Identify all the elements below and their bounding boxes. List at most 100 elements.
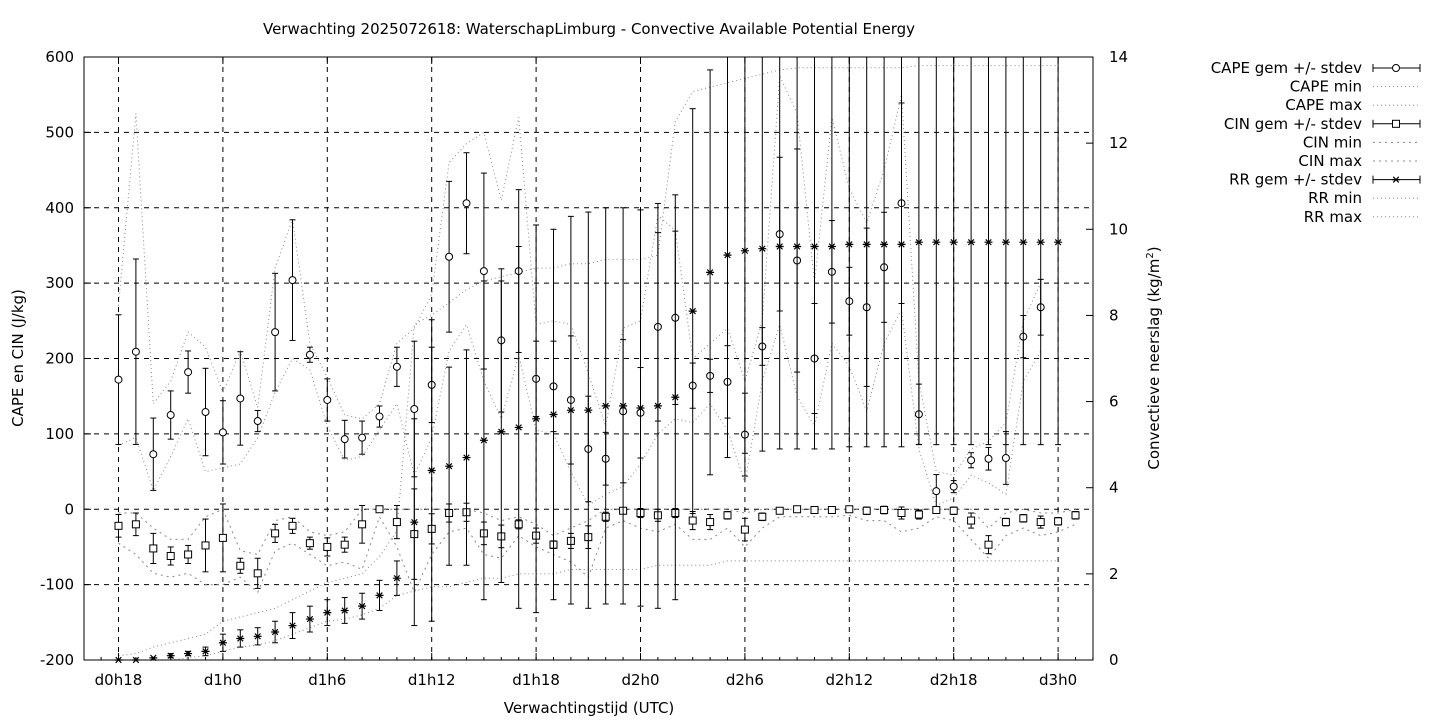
x-tick-label: d1h18	[512, 671, 560, 689]
data-point	[462, 199, 471, 208]
data-point	[305, 615, 314, 623]
y2-axis-label-sup: 2	[1145, 252, 1156, 258]
data-point	[358, 433, 367, 442]
data-point	[410, 405, 419, 414]
y-axis-label: CAPE en CIN (J/kg)	[9, 289, 27, 427]
data-point	[253, 569, 262, 578]
data-point	[914, 510, 923, 519]
series-line-cape-max	[118, 75, 1042, 476]
x-tick-label: d2h12	[825, 671, 873, 689]
x-axis-label: Verwachtingstijd (UTC)	[504, 699, 675, 717]
data-point	[114, 521, 123, 530]
data-point	[845, 505, 854, 514]
data-point	[149, 544, 158, 553]
data-point	[479, 267, 488, 276]
data-point	[636, 404, 645, 412]
y2-tick-label: 12	[1109, 134, 1128, 152]
data-point	[445, 252, 454, 261]
y-tick-label: 300	[45, 274, 74, 292]
y2-axis-label-main: Convectieve neerslag (kg/m	[1145, 259, 1163, 470]
data-point	[340, 607, 349, 614]
data-point	[340, 540, 349, 549]
axis-layer: d0h18 d1h0 d1h6 d1h12 d1h18 d2h0 d2h6 d2h12 d2h1…	[40, 48, 1128, 689]
data-point	[131, 347, 140, 356]
data-point	[392, 362, 401, 371]
legend-label: RR min	[1308, 189, 1362, 207]
data-point	[949, 482, 958, 491]
data-point	[827, 243, 836, 250]
legend-label: CAPE max	[1285, 96, 1362, 114]
data-point	[358, 602, 367, 610]
data-point	[375, 412, 384, 421]
data-point	[880, 241, 889, 248]
y2-tick-label: 4	[1109, 479, 1119, 497]
data-point	[967, 238, 976, 246]
data-point	[392, 518, 401, 527]
data-point	[149, 450, 158, 459]
data-point	[845, 241, 854, 248]
data-point	[584, 406, 593, 414]
data-point	[723, 511, 732, 520]
data-point	[949, 238, 958, 246]
data-point	[236, 394, 245, 403]
data-point	[1036, 238, 1045, 246]
data-point	[984, 540, 993, 549]
legend-label: RR gem +/- stdev	[1229, 171, 1362, 189]
data-point	[323, 542, 332, 551]
data-point	[497, 428, 506, 435]
x-tick-label: d0h18	[95, 671, 143, 689]
data-point	[984, 454, 993, 463]
data-point	[166, 551, 175, 560]
data-point	[514, 424, 523, 431]
data-point	[1019, 238, 1028, 246]
data-point	[653, 402, 662, 410]
x-tick-label: d1h0	[204, 671, 242, 689]
data-point	[375, 592, 384, 599]
y-tick-label: 500	[45, 123, 74, 141]
data-point	[775, 506, 784, 515]
data-point	[740, 525, 749, 534]
y-tick-label: 0	[64, 500, 74, 518]
data-point	[827, 506, 836, 515]
data-point	[462, 454, 471, 461]
data-point	[410, 518, 419, 526]
data-point	[288, 276, 297, 285]
data-point	[601, 402, 610, 410]
chart-title: Verwachting 2025072618: WaterschapLimbur…	[263, 20, 915, 38]
data-point	[862, 506, 871, 515]
data-point	[184, 550, 193, 559]
data-point	[288, 521, 297, 530]
y-tick-label: 100	[45, 425, 74, 443]
x-tick-label: d2h6	[726, 671, 764, 689]
data-point	[236, 635, 245, 642]
data-point	[201, 408, 210, 417]
data-point	[949, 506, 958, 515]
data-point	[1036, 518, 1045, 527]
data-point	[897, 241, 906, 248]
data-point	[1054, 517, 1063, 526]
data-point	[619, 402, 628, 410]
legend-label: CIN gem +/- stdev	[1224, 115, 1362, 133]
data-point	[218, 639, 227, 646]
x-tick-label: d3h0	[1039, 671, 1077, 689]
data-point	[688, 516, 697, 525]
series-line-cin-max	[118, 508, 1076, 556]
data-point	[984, 238, 993, 246]
x-tick-label: d1h12	[408, 671, 456, 689]
data-point	[392, 574, 401, 582]
y-tick-label: 400	[45, 199, 74, 217]
data-point	[218, 533, 227, 542]
data-point	[758, 245, 767, 252]
data-point	[218, 428, 227, 437]
legend-label: CAPE min	[1290, 78, 1362, 96]
series-line-cape-min	[118, 307, 1042, 507]
data-point	[479, 437, 488, 444]
data-point	[723, 251, 732, 259]
x-tick-label: d2h18	[930, 671, 978, 689]
data-point	[271, 628, 280, 636]
data-point	[288, 622, 297, 629]
y-tick-label: 600	[45, 48, 74, 66]
legend-label: RR max	[1304, 208, 1362, 226]
y2-tick-label: 10	[1109, 220, 1128, 238]
